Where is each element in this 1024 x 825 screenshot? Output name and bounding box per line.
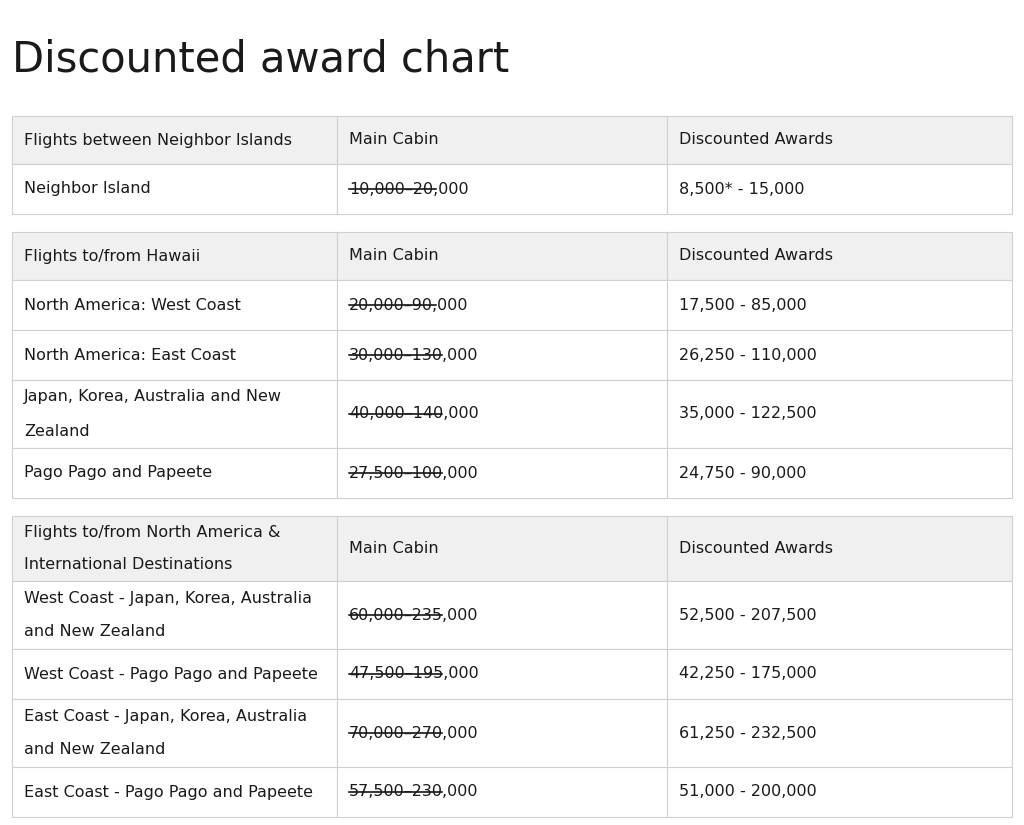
Text: 57,500–230,000: 57,500–230,000 bbox=[349, 785, 478, 799]
Bar bbox=[337, 581, 667, 649]
Bar bbox=[337, 699, 667, 767]
Bar bbox=[337, 330, 667, 380]
Bar bbox=[12, 699, 337, 767]
Text: West Coast - Japan, Korea, Australia: West Coast - Japan, Korea, Australia bbox=[25, 591, 312, 606]
Bar bbox=[667, 649, 1012, 699]
Bar bbox=[337, 767, 667, 817]
Bar bbox=[667, 767, 1012, 817]
Text: 40,000–140,000: 40,000–140,000 bbox=[349, 407, 479, 422]
Text: Discounted Awards: Discounted Awards bbox=[679, 133, 833, 148]
Text: North America: East Coast: North America: East Coast bbox=[25, 347, 237, 362]
Text: 20,000–90,000: 20,000–90,000 bbox=[349, 298, 469, 313]
Bar bbox=[667, 116, 1012, 164]
Bar bbox=[12, 280, 337, 330]
Text: 30,000–130,000: 30,000–130,000 bbox=[349, 347, 478, 362]
Text: Flights to/from North America &: Flights to/from North America & bbox=[25, 525, 281, 540]
Bar bbox=[337, 516, 667, 581]
Text: 70,000–270,000: 70,000–270,000 bbox=[349, 725, 479, 741]
Text: and New Zealand: and New Zealand bbox=[25, 625, 166, 639]
Bar bbox=[667, 581, 1012, 649]
Bar bbox=[12, 164, 337, 214]
Text: Flights to/from Hawaii: Flights to/from Hawaii bbox=[25, 248, 201, 263]
Bar bbox=[667, 330, 1012, 380]
Bar bbox=[12, 232, 337, 280]
Text: Discounted Awards: Discounted Awards bbox=[679, 248, 833, 263]
Text: 47,500–195,000: 47,500–195,000 bbox=[349, 667, 479, 681]
Bar bbox=[337, 232, 667, 280]
Bar bbox=[12, 649, 337, 699]
Text: North America: West Coast: North America: West Coast bbox=[25, 298, 242, 313]
Bar bbox=[12, 767, 337, 817]
Text: Pago Pago and Papeete: Pago Pago and Papeete bbox=[25, 465, 212, 480]
Bar bbox=[12, 581, 337, 649]
Text: 26,250 - 110,000: 26,250 - 110,000 bbox=[679, 347, 817, 362]
Text: Main Cabin: Main Cabin bbox=[349, 541, 438, 556]
Text: 42,250 - 175,000: 42,250 - 175,000 bbox=[679, 667, 817, 681]
Bar bbox=[667, 516, 1012, 581]
Text: Discounted award chart: Discounted award chart bbox=[12, 38, 510, 80]
Text: 35,000 - 122,500: 35,000 - 122,500 bbox=[679, 407, 816, 422]
Text: 24,750 - 90,000: 24,750 - 90,000 bbox=[679, 465, 807, 480]
Bar bbox=[12, 516, 337, 581]
Bar bbox=[12, 448, 337, 498]
Text: 52,500 - 207,500: 52,500 - 207,500 bbox=[679, 607, 816, 623]
Text: International Destinations: International Destinations bbox=[25, 557, 232, 573]
Text: Main Cabin: Main Cabin bbox=[349, 248, 438, 263]
Text: Discounted Awards: Discounted Awards bbox=[679, 541, 833, 556]
Text: East Coast - Japan, Korea, Australia: East Coast - Japan, Korea, Australia bbox=[25, 709, 307, 724]
Bar bbox=[667, 164, 1012, 214]
Bar bbox=[12, 380, 337, 448]
Bar bbox=[337, 649, 667, 699]
Text: 8,500* - 15,000: 8,500* - 15,000 bbox=[679, 182, 805, 196]
Bar bbox=[667, 280, 1012, 330]
Text: 17,500 - 85,000: 17,500 - 85,000 bbox=[679, 298, 807, 313]
Text: Neighbor Island: Neighbor Island bbox=[25, 182, 151, 196]
Bar bbox=[337, 380, 667, 448]
Text: Japan, Korea, Australia and New: Japan, Korea, Australia and New bbox=[25, 389, 283, 404]
Bar bbox=[337, 116, 667, 164]
Bar bbox=[667, 448, 1012, 498]
Text: 10,000–20,000: 10,000–20,000 bbox=[349, 182, 469, 196]
Bar bbox=[667, 380, 1012, 448]
Bar bbox=[337, 448, 667, 498]
Text: Main Cabin: Main Cabin bbox=[349, 133, 438, 148]
Text: 27,500–100,000: 27,500–100,000 bbox=[349, 465, 479, 480]
Bar bbox=[667, 232, 1012, 280]
Bar bbox=[337, 164, 667, 214]
Text: 51,000 - 200,000: 51,000 - 200,000 bbox=[679, 785, 817, 799]
Text: 61,250 - 232,500: 61,250 - 232,500 bbox=[679, 725, 816, 741]
Text: West Coast - Pago Pago and Papeete: West Coast - Pago Pago and Papeete bbox=[25, 667, 318, 681]
Text: Zealand: Zealand bbox=[25, 423, 90, 439]
Text: East Coast - Pago Pago and Papeete: East Coast - Pago Pago and Papeete bbox=[25, 785, 313, 799]
Text: 60,000–235,000: 60,000–235,000 bbox=[349, 607, 478, 623]
Text: Flights between Neighbor Islands: Flights between Neighbor Islands bbox=[25, 133, 292, 148]
Text: and New Zealand: and New Zealand bbox=[25, 742, 166, 757]
Bar bbox=[12, 116, 337, 164]
Bar bbox=[12, 330, 337, 380]
Bar bbox=[337, 280, 667, 330]
Bar bbox=[667, 699, 1012, 767]
